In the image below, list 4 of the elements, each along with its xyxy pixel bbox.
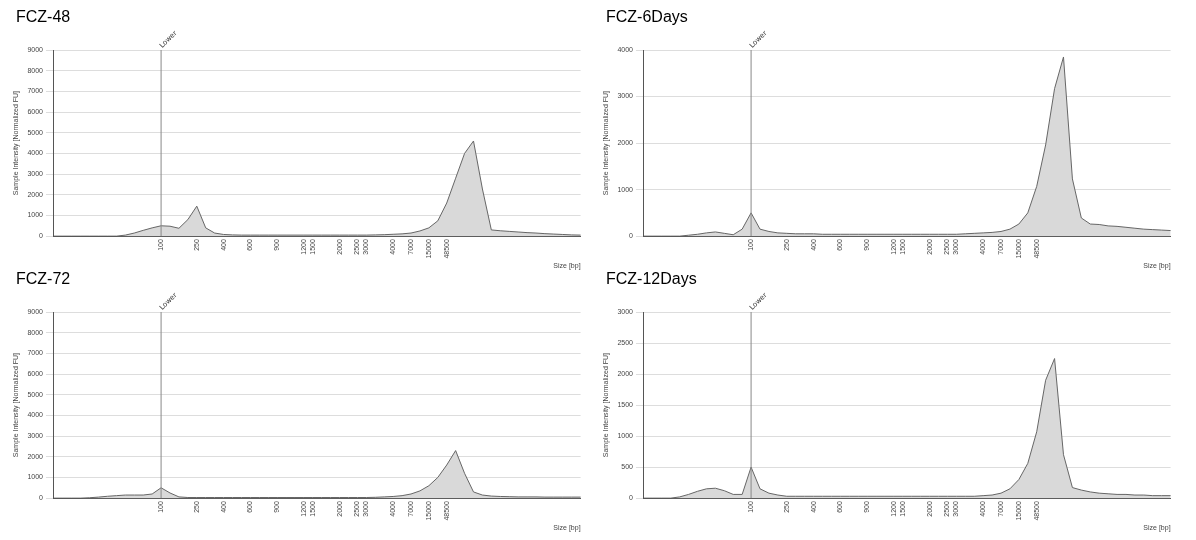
chart-title: FCZ-6Days	[605, 8, 689, 27]
chart-title: FCZ-12Days	[605, 270, 698, 289]
chart-title: FCZ-48	[15, 8, 72, 27]
chart-title: FCZ-72	[15, 270, 72, 289]
